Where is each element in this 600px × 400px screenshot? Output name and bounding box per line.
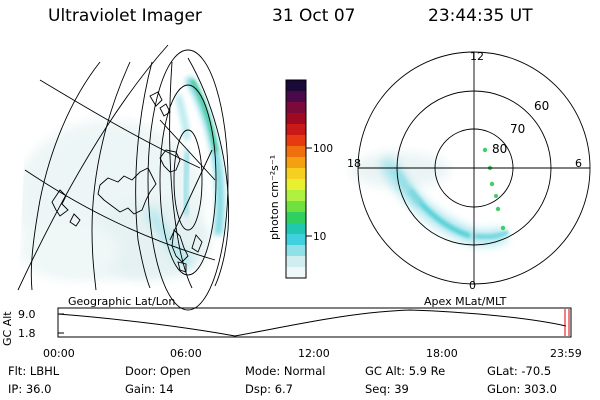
apex-projection-label: Apex MLat/MLT: [424, 295, 507, 308]
instrument-title: Ultraviolet Imager: [48, 6, 202, 26]
colorbar-segment: [286, 157, 306, 169]
auroral-oval-polar: [350, 152, 509, 246]
auroral-bright-points: [482, 147, 506, 231]
altitude-plot: 9.0 1.8 GC Alt 00:00 06:00 12:00 18:00 2…: [1, 307, 582, 360]
colorbar-segment: [286, 113, 306, 125]
mlt-label-18: 18: [347, 157, 361, 170]
colorbar-segment: [286, 168, 306, 180]
alt-axis-label: GC Alt: [1, 311, 14, 346]
colorbar-segment: [286, 212, 306, 224]
mlt-label-0: 0: [469, 279, 476, 292]
geographic-projection-label: Geographic Lat/Lon: [68, 295, 175, 308]
info-filter: Flt: LBHL: [8, 364, 60, 378]
alt-tick-1-8: 1.8: [18, 327, 36, 340]
mlat-label-70: 70: [510, 122, 525, 136]
info-gc-alt: GC Alt: 5.9 Re: [365, 364, 446, 378]
colorbar-segment: [286, 201, 306, 213]
info-ip: IP: 36.0: [8, 382, 52, 396]
observation-time: 23:44:35 UT: [428, 6, 533, 26]
time-tick-0000: 00:00: [43, 347, 75, 360]
time-tick-0600: 06:00: [170, 347, 202, 360]
coastline-outlines: [51, 91, 203, 273]
altitude-curve: [57, 309, 567, 337]
polar-grid: [357, 51, 591, 285]
colorbar-segment: [286, 234, 306, 246]
info-gain: Gain: 14: [125, 382, 174, 396]
time-tick-1800: 18:00: [426, 347, 458, 360]
auroral-oval-geographic: [145, 75, 225, 269]
colorbar-segment: [286, 80, 306, 92]
colorbar-segment: [286, 102, 306, 114]
mlt-label-6: 6: [575, 157, 582, 170]
colorbar-segment: [286, 91, 306, 103]
info-mode: Mode: Normal: [245, 364, 326, 378]
mlat-label-80: 80: [492, 142, 507, 156]
colorbar-segment: [286, 146, 306, 158]
observation-date: 31 Oct 07: [272, 6, 356, 26]
colorbar-segment: [286, 135, 306, 147]
polar-plot: 12 18 6 0 60 70 80: [347, 50, 591, 292]
colorbar-segment: [286, 190, 306, 202]
time-tick-2359: 23:59: [550, 347, 582, 360]
colorbar-segment: [286, 124, 306, 136]
mlat-label-60: 60: [534, 99, 549, 113]
colorbar-tick-100: 100: [313, 143, 333, 155]
colorbar-tick-10: 10: [313, 231, 326, 243]
info-glat: GLat: -70.5: [487, 364, 552, 378]
alt-tick-9: 9.0: [18, 308, 36, 321]
intensity-colorbar: 100 10 photon cm⁻²s⁻¹: [268, 79, 333, 279]
colorbar-unit-label: photon cm⁻²s⁻¹: [268, 155, 281, 240]
geographic-map: [17, 44, 229, 311]
info-seq: Seq: 39: [365, 382, 409, 396]
colorbar-segment: [286, 223, 306, 235]
info-door: Door: Open: [125, 364, 191, 378]
colorbar-segment: [286, 256, 306, 268]
time-tick-1200: 12:00: [298, 347, 330, 360]
colorbar-segment: [286, 245, 306, 257]
colorbar-segment: [286, 267, 306, 279]
mlt-label-12: 12: [470, 50, 484, 63]
info-glon: GLon: 303.0: [487, 382, 557, 396]
info-dsp: Dsp: 6.7: [245, 382, 293, 396]
colorbar-segment: [286, 179, 306, 191]
